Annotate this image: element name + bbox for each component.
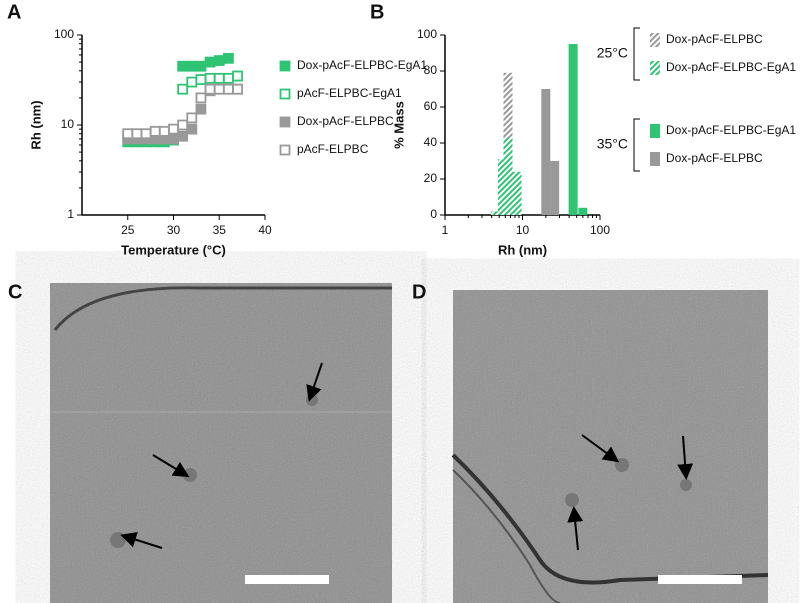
legend-bracket [633, 27, 640, 81]
x-tick-label: 40 [258, 223, 272, 237]
y-tick-label: 1 [67, 207, 74, 221]
bar [503, 137, 513, 215]
data-point [177, 60, 189, 72]
data-point [204, 56, 216, 68]
data-point [158, 125, 170, 137]
x-tick-label: 1 [442, 223, 449, 237]
x-tick-label: 35 [213, 223, 227, 237]
data-point [195, 92, 207, 104]
bar [497, 159, 507, 215]
data-point [186, 123, 198, 135]
y-tick-label: 100 [417, 27, 437, 41]
data-point [177, 119, 189, 131]
data-point [122, 128, 134, 140]
y-tick-label: 20 [424, 171, 438, 185]
data-point [140, 128, 152, 140]
bar [550, 161, 560, 215]
bar [568, 44, 578, 215]
legend-group-label: 25°C [597, 45, 628, 61]
legend-swatch [650, 152, 660, 166]
legend-swatch [650, 124, 660, 138]
bar [578, 207, 588, 215]
x-tick-label: 25 [121, 223, 135, 237]
legend-marker [279, 60, 291, 72]
legend-label: Dox-pAcF-ELPBC-EgA1 [297, 58, 427, 72]
bar [512, 171, 522, 215]
x-tick-label: 30 [167, 223, 181, 237]
data-point [131, 128, 143, 140]
data-point [186, 60, 198, 72]
legend-label: pAcF-ELPBC [297, 142, 369, 156]
legend-label: Dox-pAcF-ELPBC-EgA1 [666, 123, 796, 137]
panel-label: B [370, 1, 384, 23]
data-point [222, 83, 234, 95]
legend-swatch [650, 33, 660, 47]
panel-label: A [7, 1, 21, 23]
data-point [186, 112, 198, 124]
data-point [213, 83, 225, 95]
x-tick-label: 10 [516, 223, 530, 237]
bar [541, 89, 551, 215]
panel-label: C [8, 281, 22, 303]
legend-marker [279, 116, 291, 128]
legend-label: Dox-pAcF-ELPBC [297, 114, 394, 128]
x-axis-title: Rh (nm) [498, 242, 547, 257]
y-tick-label: 40 [424, 135, 438, 149]
legend-label: Dox-pAcF-ELPBC-EgA1 [666, 60, 796, 74]
legend-label: Dox-pAcF-ELPBC [666, 32, 763, 46]
panel-label: D [412, 281, 426, 303]
data-point [222, 72, 234, 84]
x-axis-title: Temperature (°C) [121, 242, 226, 257]
legend-marker [279, 144, 291, 156]
y-axis-title: Rh (nm) [28, 100, 43, 149]
legend-group-label: 35°C [597, 136, 628, 152]
data-point [232, 83, 243, 95]
data-point [232, 70, 243, 82]
x-tick-label: 100 [590, 223, 610, 237]
data-point [204, 83, 216, 95]
data-point [177, 83, 189, 95]
data-point [195, 60, 207, 72]
micrograph [50, 283, 392, 603]
legend-marker [279, 88, 291, 100]
legend-label: Dox-pAcF-ELPBC [666, 151, 763, 165]
y-tick-label: 60 [424, 99, 438, 113]
legend-swatch [650, 61, 660, 75]
y-tick-label: 80 [424, 63, 438, 77]
bar [491, 211, 501, 215]
data-point [149, 125, 161, 137]
legend-bracket [633, 118, 640, 172]
data-point [186, 76, 198, 88]
y-tick-label: 10 [61, 117, 75, 131]
y-axis-title: % Mass [391, 101, 406, 149]
legend-label: pAcF-ELPBC-EgA1 [297, 86, 402, 100]
data-point [195, 103, 207, 115]
data-point [195, 74, 207, 85]
data-point [168, 123, 179, 135]
data-point [204, 72, 216, 84]
micrograph [451, 290, 769, 603]
data-point [213, 72, 225, 84]
data-point [168, 133, 179, 145]
data-point [177, 130, 189, 142]
data-point [213, 55, 225, 66]
data-point [222, 52, 234, 64]
y-tick-label: 100 [54, 27, 74, 41]
y-tick-label: 0 [430, 207, 437, 221]
